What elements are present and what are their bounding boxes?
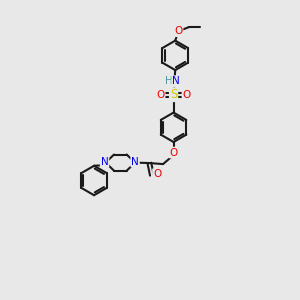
Text: O: O <box>174 26 182 36</box>
Text: O: O <box>169 148 178 158</box>
Text: S: S <box>170 88 177 101</box>
Text: N: N <box>101 157 108 166</box>
Text: N: N <box>131 157 139 166</box>
Text: O: O <box>182 90 191 100</box>
Text: H: H <box>165 76 172 86</box>
Text: O: O <box>153 169 161 179</box>
Text: N: N <box>172 76 180 86</box>
Text: O: O <box>156 90 165 100</box>
